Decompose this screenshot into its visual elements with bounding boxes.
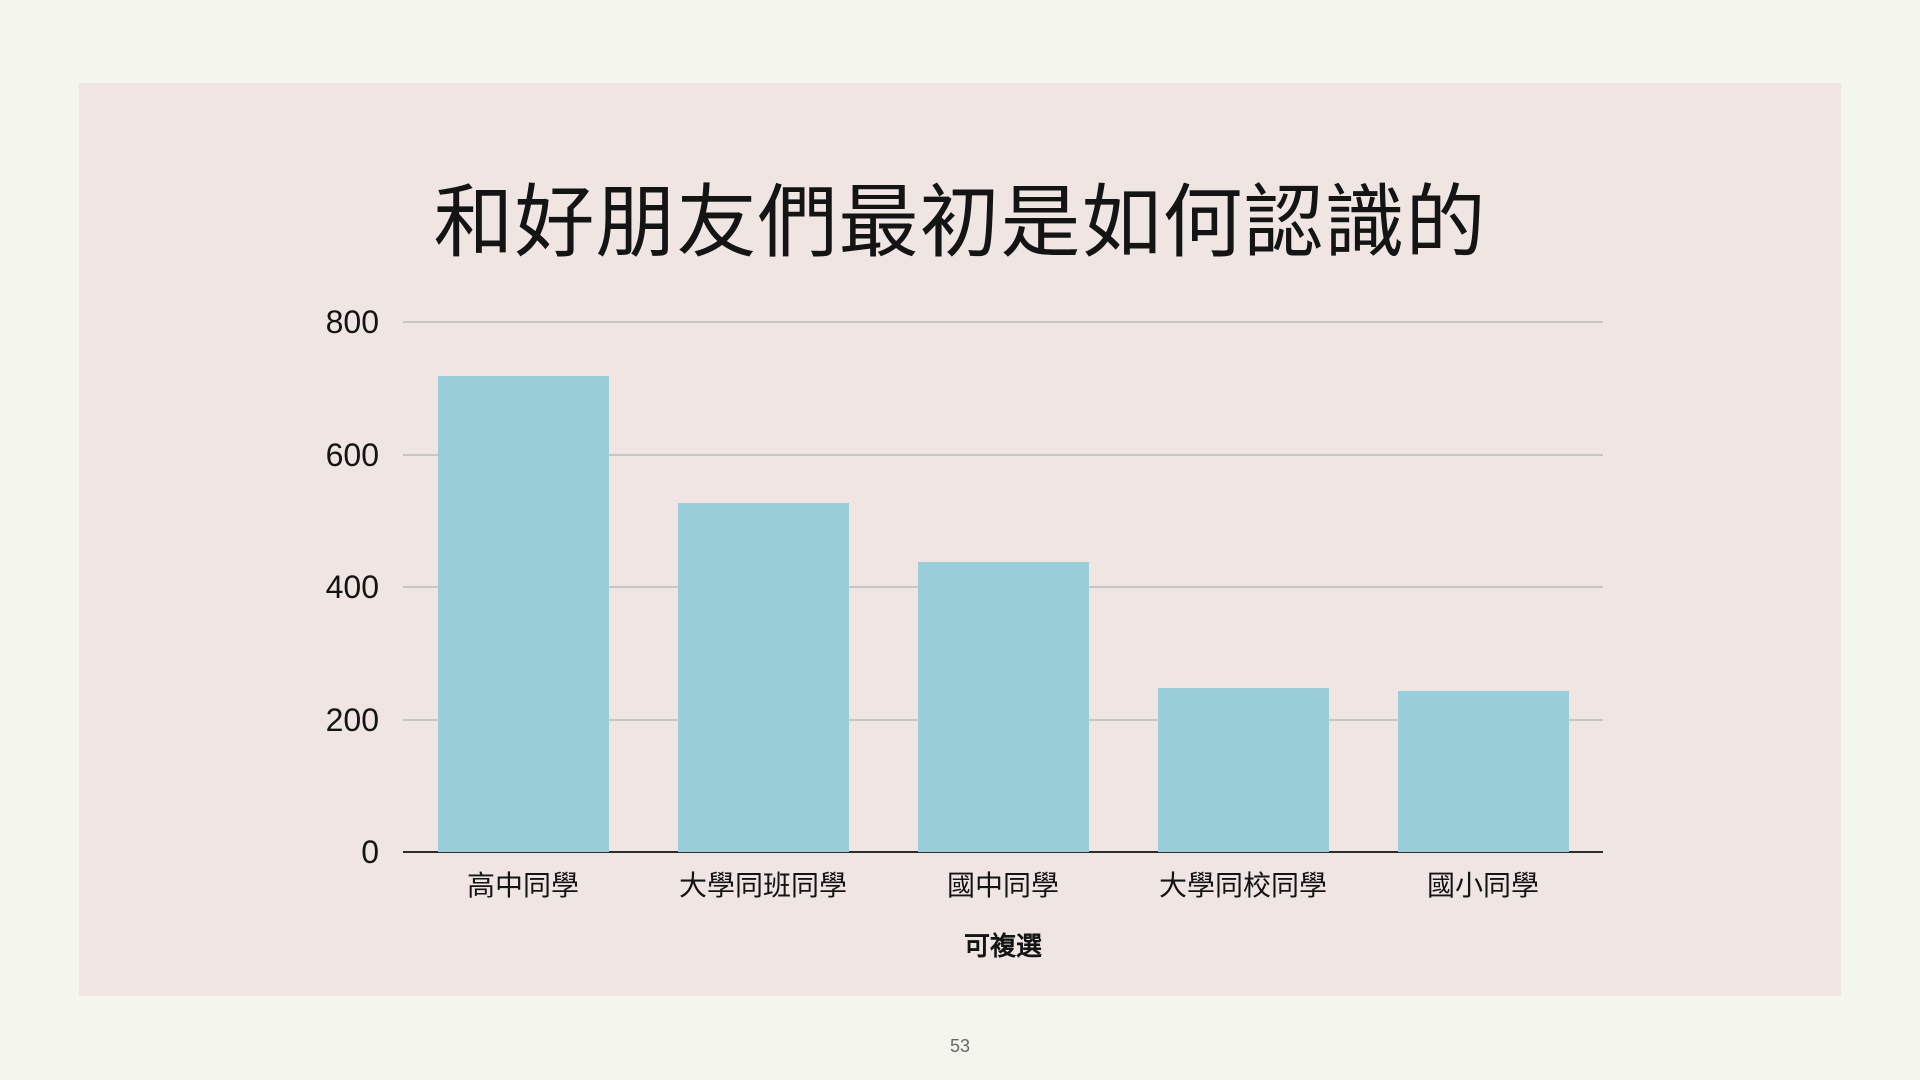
y-tick-label-600: 600 xyxy=(325,436,379,473)
bar-4 xyxy=(1157,688,1329,852)
y-tick-label-800: 800 xyxy=(325,304,379,340)
x-tick-label-4: 大學同校同學 xyxy=(1158,870,1327,901)
y-tick-label-400: 400 xyxy=(325,569,379,605)
gridline-800 xyxy=(403,321,1603,323)
chart-title: 和好朋友們最初是如何認識的 xyxy=(433,178,1487,267)
bar-1 xyxy=(437,376,609,852)
y-tick-label-200: 200 xyxy=(325,701,379,738)
bar-3 xyxy=(917,562,1089,852)
plot-area xyxy=(403,321,1603,853)
x-tick-label-3: 國中同學 xyxy=(946,870,1059,901)
x-tick-label-1: 高中同學 xyxy=(466,870,579,901)
x-tick-label-2: 大學同班同學 xyxy=(678,870,847,901)
x-tick-label-5: 國小同學 xyxy=(1426,870,1539,901)
slide-panel: 和好朋友們最初是如何認識的 0 200 400 600 800 高中同學 大學同班同學 國中… xyxy=(79,83,1841,996)
bar-chart: 0 200 400 600 800 高中同學 大學同班同學 國中同學 大學同校同學 國小同學 可… xyxy=(79,83,1841,996)
bar-5 xyxy=(1397,691,1569,852)
bar-2 xyxy=(677,503,849,852)
x-axis-title: 可複選 xyxy=(963,931,1042,961)
x-axis-line xyxy=(403,851,1603,853)
gridline-600 xyxy=(403,453,1603,456)
y-tick-label-0: 0 xyxy=(361,834,379,870)
page-number: 53 xyxy=(949,1036,971,1056)
